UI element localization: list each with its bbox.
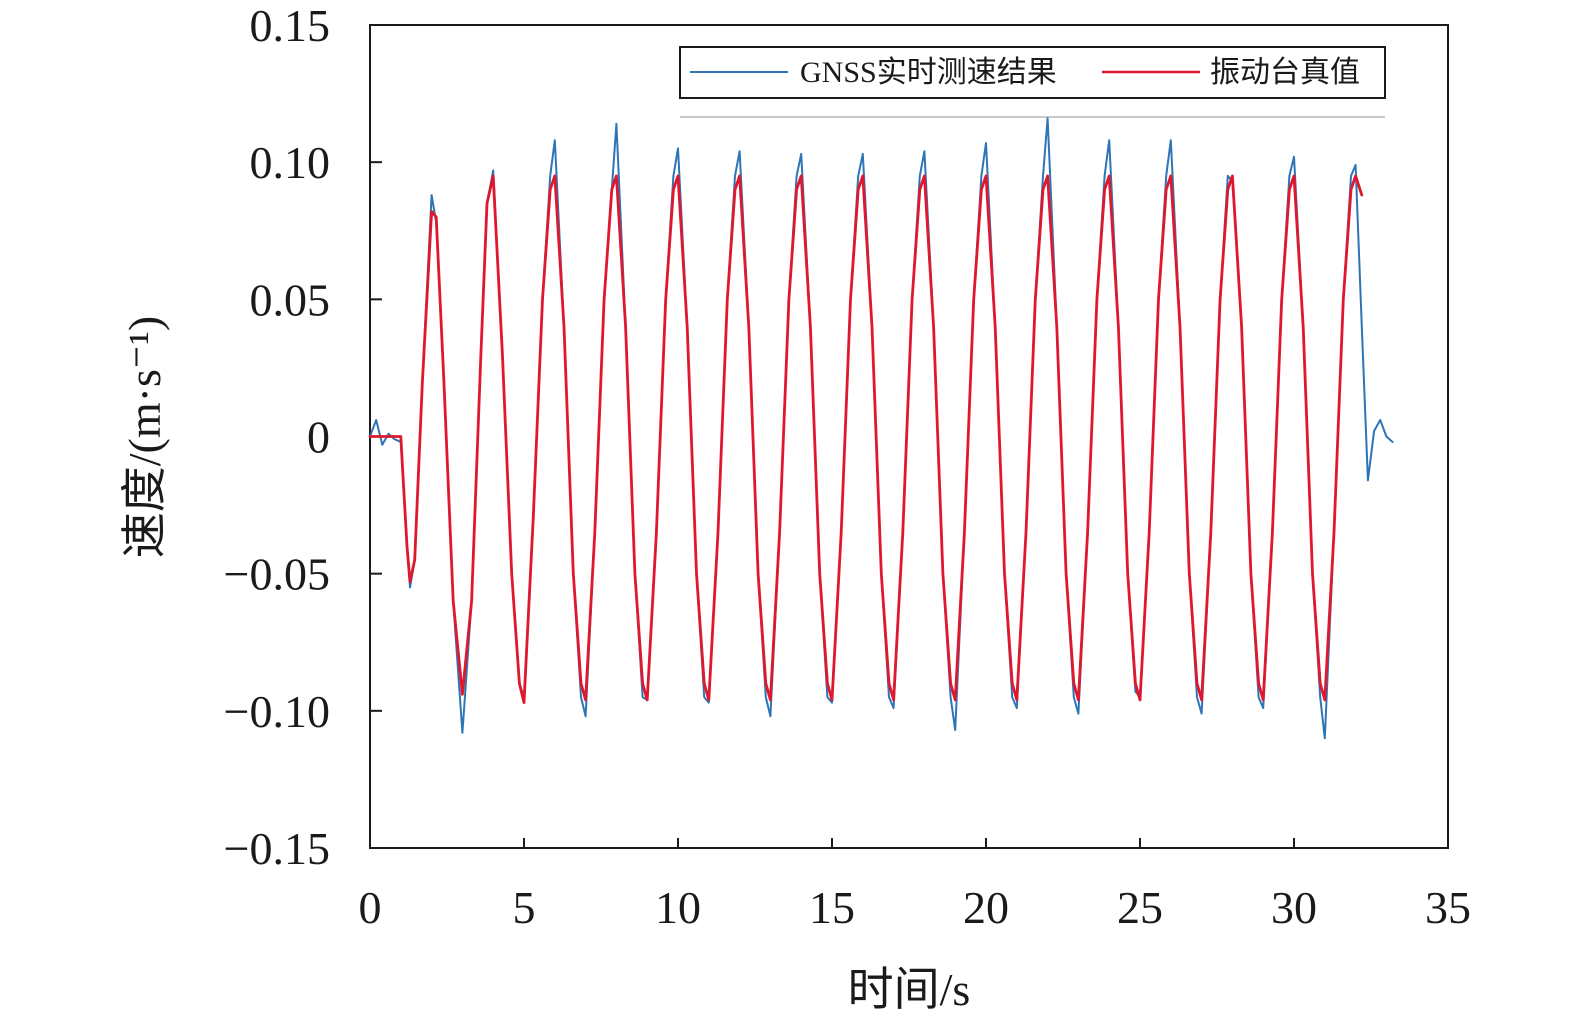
y-tick-label: 0.10 xyxy=(250,137,331,188)
x-tick-label: 30 xyxy=(1271,882,1317,933)
y-axis: 0.15 0.10 0.05 0 −0.05 −0.10 −0.15 xyxy=(224,0,382,874)
series-layer xyxy=(368,117,1394,740)
legend-box xyxy=(679,46,1386,99)
y-axis-title: 速度/(m·s⁻¹) xyxy=(119,316,170,559)
y-tick-label: 0.15 xyxy=(250,0,331,51)
series-line-gnss xyxy=(369,117,1394,740)
legend: GNSS实时测速结果 振动台真值 xyxy=(679,46,1386,99)
y-tick-label: 0 xyxy=(307,412,330,463)
x-tick-label: 10 xyxy=(655,882,701,933)
plot-frame xyxy=(369,24,1449,849)
y-tick-label: −0.05 xyxy=(224,549,330,600)
legend-label-gnss: GNSS实时测速结果 xyxy=(800,56,1057,89)
y-tick-label: −0.10 xyxy=(224,686,330,737)
legend-label-shake-table: 振动台真值 xyxy=(1210,56,1360,89)
x-tick-label: 5 xyxy=(513,882,536,933)
x-tick-label: 15 xyxy=(809,882,855,933)
x-tick-label: 25 xyxy=(1117,882,1163,933)
x-tick-label: 0 xyxy=(359,882,382,933)
y-tick-label: 0.05 xyxy=(250,274,331,325)
series-line-shake-table xyxy=(368,174,1364,704)
x-axis: 0 5 10 15 20 25 30 35 xyxy=(359,838,1471,933)
plot-area-border xyxy=(369,24,1449,849)
x-axis-title: 时间/s xyxy=(848,964,971,1015)
y-tick-label: −0.15 xyxy=(224,823,330,874)
x-tick-label: 20 xyxy=(963,882,1009,933)
x-tick-label: 35 xyxy=(1425,882,1471,933)
